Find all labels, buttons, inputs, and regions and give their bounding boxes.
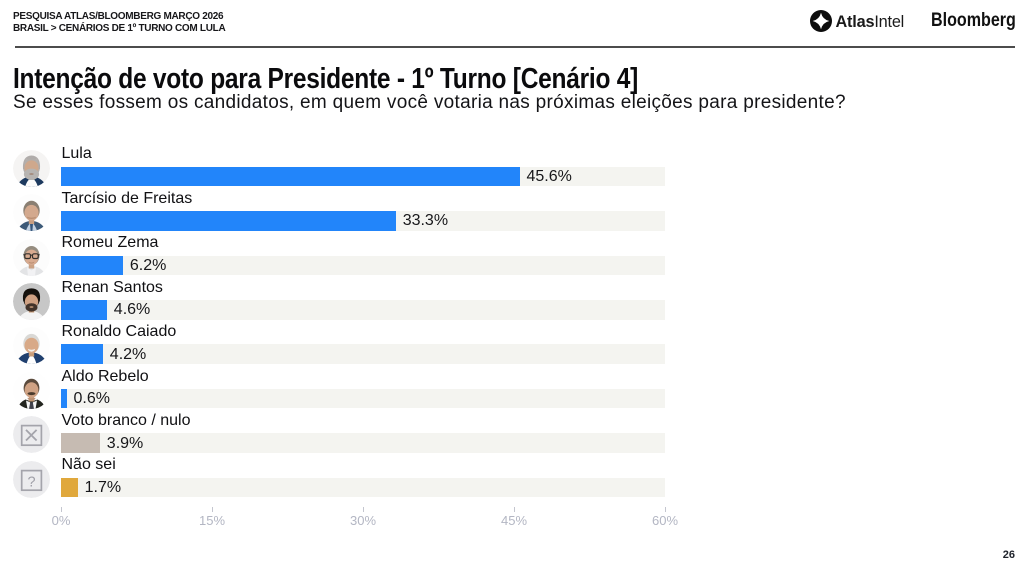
svg-text:?: ? xyxy=(28,474,36,490)
